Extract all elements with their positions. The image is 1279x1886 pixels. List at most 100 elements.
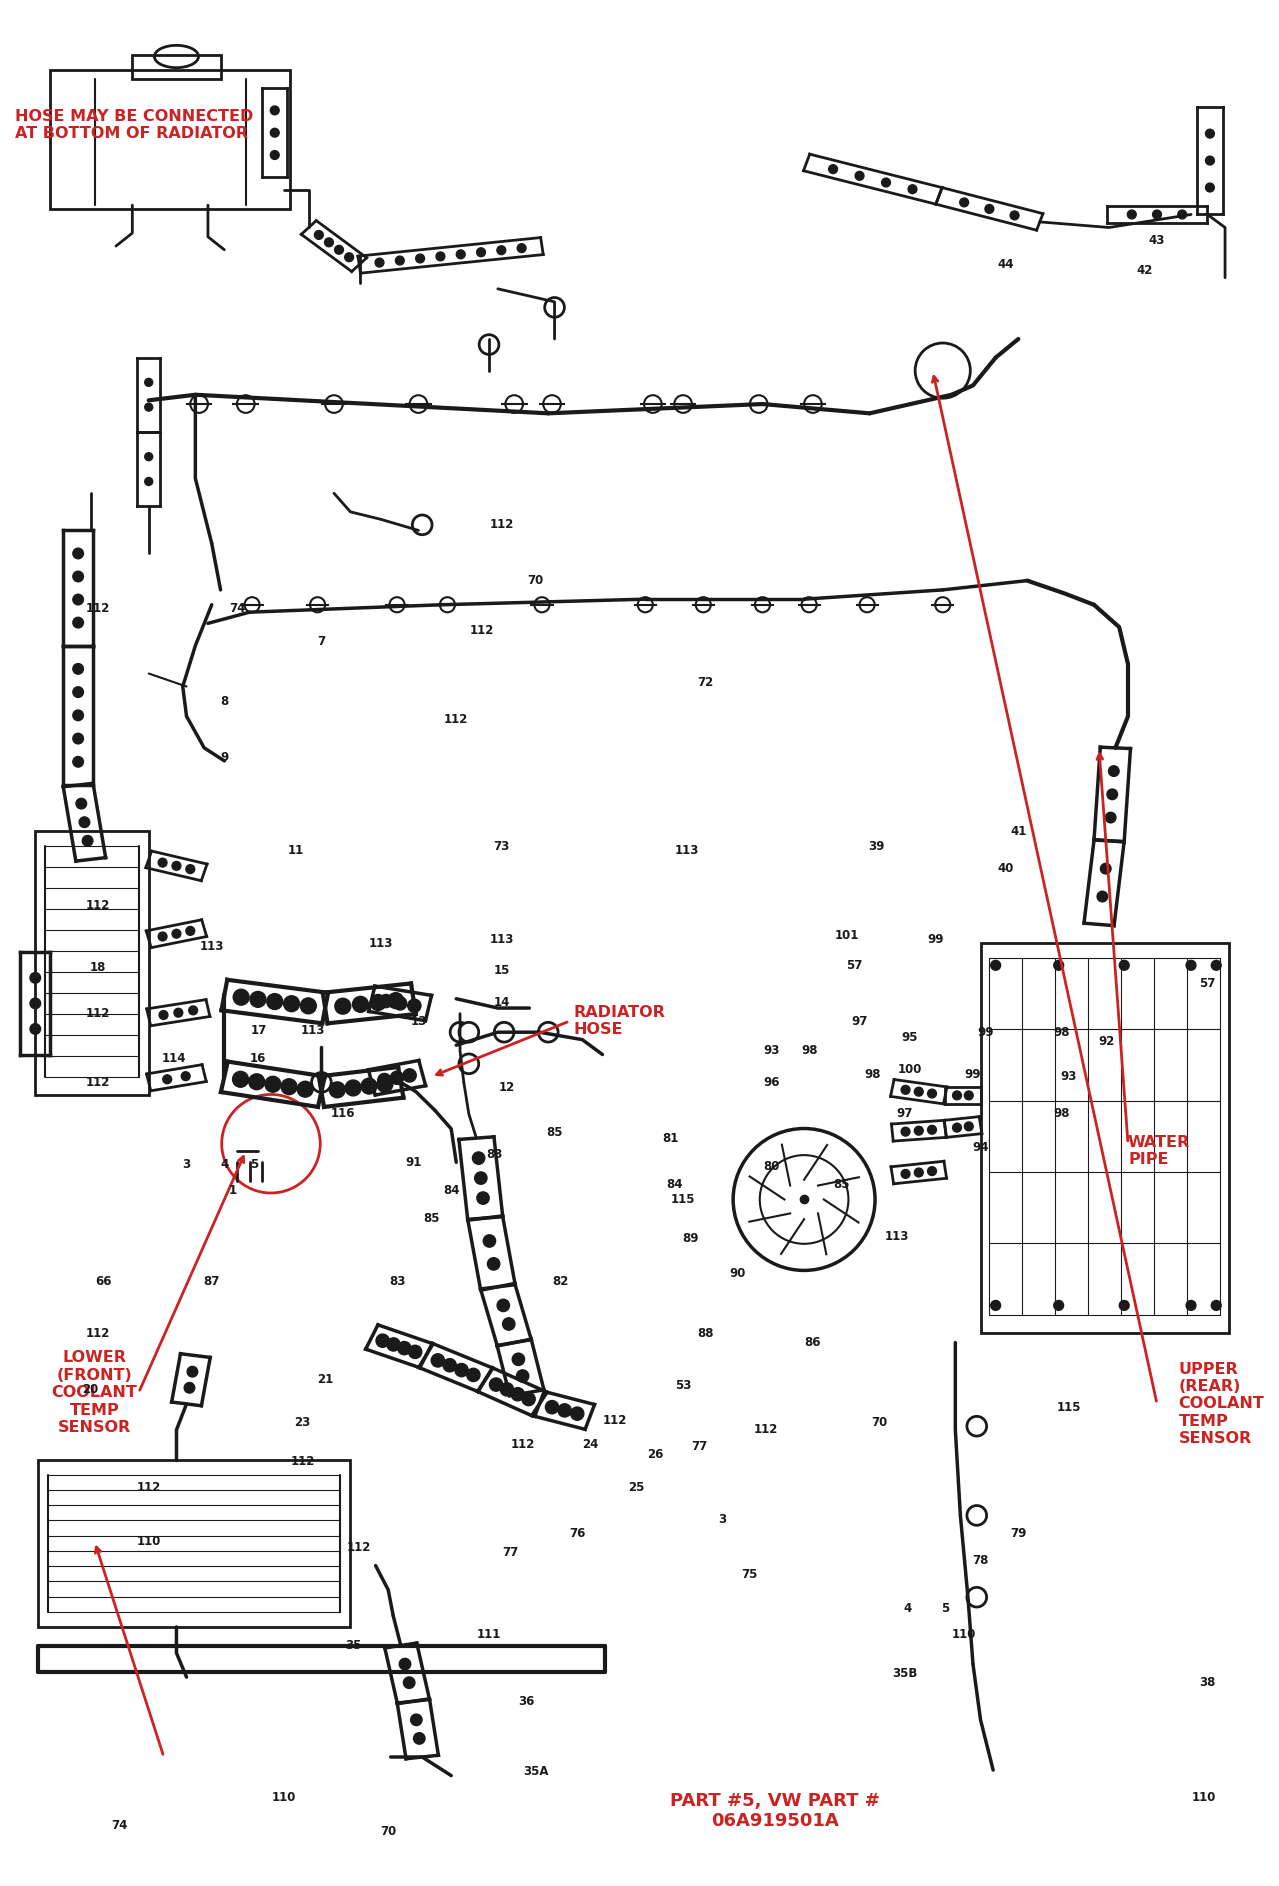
Circle shape bbox=[522, 1392, 535, 1405]
Circle shape bbox=[829, 164, 838, 174]
Circle shape bbox=[459, 1054, 478, 1073]
Circle shape bbox=[953, 1124, 962, 1132]
Text: 98: 98 bbox=[863, 1069, 880, 1081]
Text: 4: 4 bbox=[220, 1158, 229, 1171]
Circle shape bbox=[312, 1073, 331, 1092]
Text: 57: 57 bbox=[847, 958, 863, 971]
Circle shape bbox=[1186, 960, 1196, 969]
Text: 66: 66 bbox=[95, 1275, 111, 1288]
Circle shape bbox=[538, 1022, 558, 1043]
Circle shape bbox=[1105, 813, 1117, 822]
Text: 95: 95 bbox=[902, 1032, 918, 1045]
Text: 74: 74 bbox=[229, 602, 246, 615]
Circle shape bbox=[73, 617, 83, 628]
Circle shape bbox=[325, 238, 334, 247]
Text: 36: 36 bbox=[518, 1696, 535, 1707]
Text: HOSE MAY BE CONNECTED
AT BOTTOM OF RADIATOR: HOSE MAY BE CONNECTED AT BOTTOM OF RADIA… bbox=[15, 109, 253, 141]
Text: 70: 70 bbox=[871, 1416, 888, 1430]
Text: 70: 70 bbox=[380, 1826, 396, 1837]
Text: RADIATOR
HOSE: RADIATOR HOSE bbox=[573, 1005, 665, 1037]
Text: 15: 15 bbox=[494, 964, 510, 977]
Circle shape bbox=[185, 926, 194, 935]
Text: 16: 16 bbox=[251, 1052, 266, 1066]
Text: 4: 4 bbox=[903, 1601, 912, 1614]
Text: 81: 81 bbox=[663, 1132, 679, 1145]
Text: 43: 43 bbox=[1149, 234, 1165, 247]
Circle shape bbox=[991, 1301, 1000, 1311]
Text: 84: 84 bbox=[443, 1184, 459, 1198]
Circle shape bbox=[73, 734, 83, 743]
Circle shape bbox=[477, 247, 486, 256]
Text: 80: 80 bbox=[764, 1160, 779, 1173]
Circle shape bbox=[75, 798, 87, 809]
Circle shape bbox=[967, 1505, 986, 1526]
Circle shape bbox=[457, 251, 466, 258]
Circle shape bbox=[953, 1090, 962, 1100]
Circle shape bbox=[29, 1024, 41, 1034]
Circle shape bbox=[73, 756, 83, 768]
Circle shape bbox=[472, 1152, 485, 1164]
Circle shape bbox=[249, 992, 266, 1007]
Text: 112: 112 bbox=[86, 900, 110, 913]
Text: 96: 96 bbox=[764, 1075, 780, 1088]
Circle shape bbox=[500, 1382, 514, 1396]
Text: 83: 83 bbox=[486, 1149, 503, 1162]
Text: 112: 112 bbox=[490, 519, 514, 532]
Text: 57: 57 bbox=[1200, 977, 1215, 990]
Text: 75: 75 bbox=[742, 1569, 758, 1580]
Circle shape bbox=[335, 245, 344, 255]
Text: 112: 112 bbox=[86, 602, 110, 615]
Circle shape bbox=[395, 256, 404, 264]
Circle shape bbox=[513, 1352, 524, 1365]
Circle shape bbox=[145, 404, 152, 411]
Circle shape bbox=[29, 973, 41, 983]
Text: 23: 23 bbox=[294, 1416, 311, 1430]
Text: 35B: 35B bbox=[893, 1667, 917, 1680]
Text: 73: 73 bbox=[494, 839, 510, 852]
Bar bbox=[981, 943, 1229, 1333]
Circle shape bbox=[545, 1401, 559, 1414]
Text: 70: 70 bbox=[527, 573, 544, 587]
Text: 74: 74 bbox=[111, 1820, 128, 1833]
Circle shape bbox=[483, 1235, 495, 1247]
Text: 24: 24 bbox=[582, 1439, 599, 1452]
Text: 92: 92 bbox=[1099, 1035, 1115, 1049]
Circle shape bbox=[145, 379, 152, 387]
Circle shape bbox=[1054, 960, 1064, 969]
Text: 99: 99 bbox=[927, 934, 944, 945]
Circle shape bbox=[517, 1369, 528, 1382]
Text: 93: 93 bbox=[1060, 1071, 1077, 1083]
Text: 5: 5 bbox=[941, 1601, 949, 1614]
Circle shape bbox=[184, 1382, 194, 1394]
Circle shape bbox=[902, 1169, 909, 1179]
Circle shape bbox=[967, 1416, 986, 1435]
Circle shape bbox=[991, 960, 1000, 969]
Text: 91: 91 bbox=[405, 1156, 422, 1169]
Text: 3: 3 bbox=[718, 1513, 726, 1526]
Text: 112: 112 bbox=[86, 1075, 110, 1088]
Text: 82: 82 bbox=[553, 1275, 569, 1288]
Text: 87: 87 bbox=[203, 1275, 220, 1288]
Circle shape bbox=[375, 258, 384, 268]
Text: 113: 113 bbox=[885, 1230, 909, 1243]
Text: 26: 26 bbox=[647, 1448, 664, 1460]
Circle shape bbox=[73, 664, 83, 673]
Circle shape bbox=[517, 243, 526, 253]
Text: 11: 11 bbox=[288, 843, 304, 856]
Circle shape bbox=[174, 1009, 183, 1017]
Circle shape bbox=[964, 1122, 973, 1132]
Circle shape bbox=[315, 230, 324, 240]
Bar bbox=[50, 70, 290, 209]
Text: 115: 115 bbox=[1056, 1401, 1081, 1414]
Text: 39: 39 bbox=[867, 839, 884, 852]
Circle shape bbox=[1097, 892, 1108, 902]
Circle shape bbox=[1211, 960, 1221, 969]
Text: 42: 42 bbox=[1136, 264, 1152, 277]
Text: 98: 98 bbox=[801, 1045, 817, 1058]
Circle shape bbox=[914, 1126, 923, 1135]
Circle shape bbox=[475, 1171, 487, 1184]
Text: 98: 98 bbox=[1053, 1026, 1069, 1039]
Circle shape bbox=[329, 1083, 345, 1098]
Text: 112: 112 bbox=[347, 1541, 371, 1554]
Circle shape bbox=[248, 1073, 265, 1090]
